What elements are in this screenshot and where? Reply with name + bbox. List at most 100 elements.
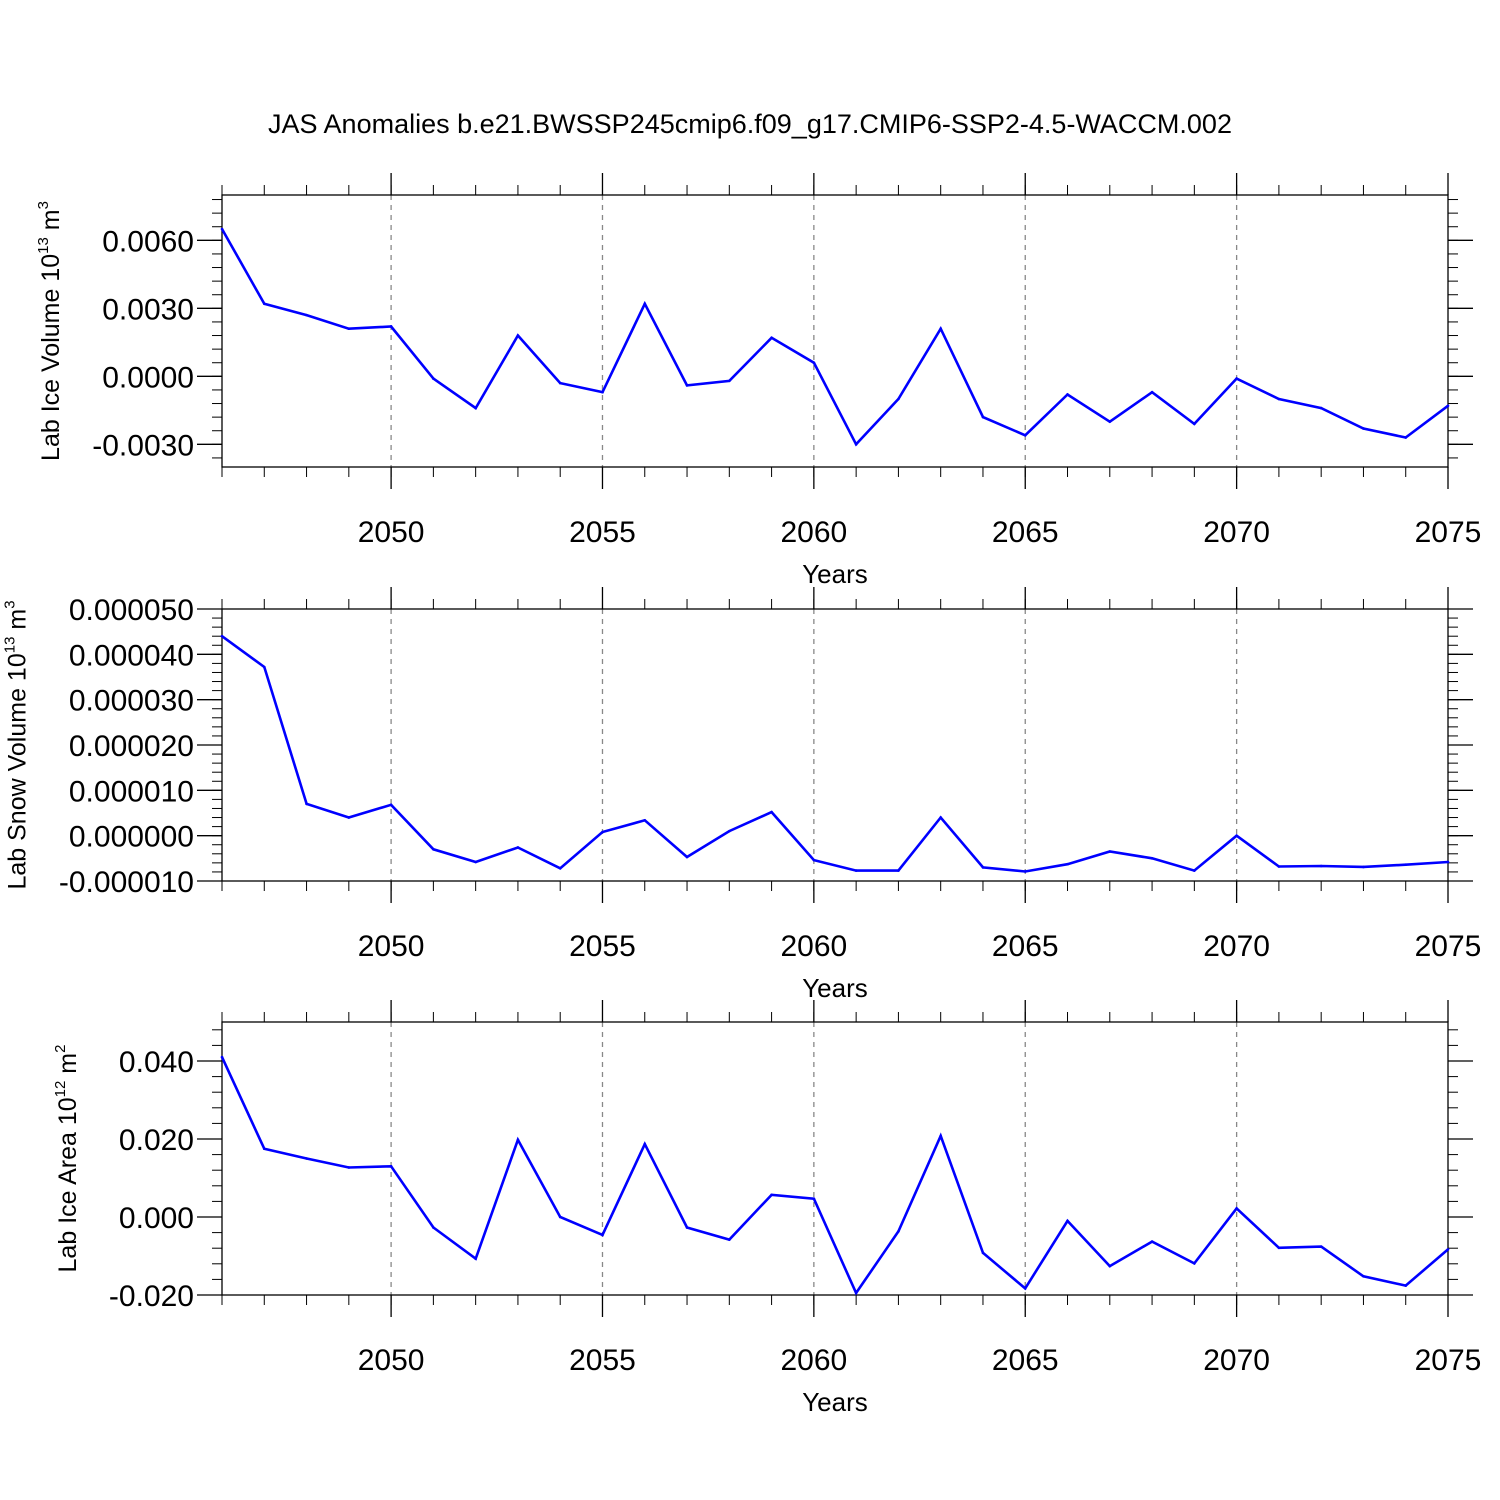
y-axis-label-text: Lab Ice Area 10 — [54, 1097, 82, 1272]
data-point — [1108, 850, 1112, 853]
data-point — [1235, 377, 1238, 380]
data-point — [347, 1166, 351, 1169]
data-point — [854, 1291, 858, 1295]
y-tick-label: 0.000040 — [69, 639, 194, 672]
y-axis-label-unit-exponent: 3 — [35, 201, 52, 209]
y-tick-label: 0.0000 — [102, 361, 194, 394]
data-point — [897, 397, 900, 401]
data-point — [728, 379, 731, 383]
y-axis-label-unit: m — [37, 209, 65, 237]
data-point — [939, 1134, 942, 1138]
x-axis-label: Years — [802, 559, 868, 589]
data-point — [854, 443, 858, 446]
data-point — [432, 847, 435, 851]
panel-3: 2050 2055 2060 2065 2070 2075 -0.020 0.000 0.020… — [52, 1000, 1481, 1417]
data-point — [1235, 1207, 1238, 1210]
data-point — [981, 866, 985, 869]
data-point — [389, 803, 393, 807]
data-point — [1108, 1264, 1112, 1268]
data-point — [1404, 1284, 1408, 1287]
data-point — [685, 384, 689, 387]
data-point — [1446, 404, 1450, 408]
x-tick-label: 2070 — [1203, 516, 1270, 549]
panel-1: 2050 2055 2060 2065 2070 2075 -0.0030 0.0000 0.0… — [35, 173, 1481, 589]
data-point — [262, 302, 266, 306]
data-point — [389, 1165, 393, 1168]
data-point — [1193, 869, 1196, 872]
data-point — [432, 377, 435, 380]
x-tick-label: 2075 — [1415, 930, 1482, 963]
y-tick-label: -0.000010 — [59, 866, 194, 899]
plot-frame — [221, 194, 1449, 468]
y-tick-label: 0.040 — [119, 1046, 194, 1079]
data-point — [305, 313, 308, 317]
data-point — [770, 810, 773, 814]
y-tick-label: 0.0060 — [102, 225, 194, 258]
data-point — [1319, 864, 1323, 868]
y-axis-label-unit: m — [4, 609, 32, 637]
data-point — [558, 1215, 562, 1219]
data-point — [854, 869, 858, 872]
data-point — [1023, 433, 1027, 437]
data-point — [1319, 406, 1323, 410]
data-point — [1362, 1274, 1365, 1278]
data-point — [305, 1157, 308, 1160]
data-point — [897, 869, 900, 872]
x-tick-label: 2050 — [358, 930, 425, 963]
series-line — [220, 1056, 1449, 1296]
data-point — [516, 334, 520, 337]
x-tick-label: 2060 — [780, 930, 847, 963]
data-point — [601, 1233, 604, 1237]
x-tick-label: 2065 — [992, 930, 1059, 963]
data-point — [770, 336, 773, 340]
data-point — [432, 1226, 435, 1229]
x-tick-label: 2065 — [992, 1344, 1059, 1377]
y-tick-label: 0.0030 — [102, 293, 194, 326]
data-point — [685, 1226, 689, 1229]
y-tick-label: 0.000 — [119, 1202, 194, 1235]
y-axis-label-exponent: 12 — [52, 1081, 69, 1098]
y-tick-label: 0.020 — [119, 1124, 194, 1157]
data-point — [812, 1197, 816, 1200]
data-point — [474, 406, 477, 410]
y-axis-label-unit-exponent: 2 — [52, 1045, 69, 1053]
y-axis-label-text: Lab Ice Volume 10 — [37, 254, 65, 461]
data-point — [347, 327, 351, 331]
data-point — [1446, 860, 1450, 864]
y-tick-label: 0.000000 — [69, 821, 194, 854]
x-tick-label: 2060 — [780, 516, 847, 549]
data-point — [601, 830, 604, 834]
data-point — [1150, 390, 1154, 394]
series-line — [221, 635, 1449, 873]
x-tick-label: 2050 — [358, 516, 425, 549]
plot-frame — [221, 1021, 1449, 1296]
data-point — [558, 381, 562, 385]
data-point — [1235, 834, 1238, 837]
data-point — [939, 327, 942, 331]
data-point — [812, 361, 816, 365]
x-tick-label: 2055 — [569, 1344, 636, 1377]
data-point — [1066, 393, 1069, 396]
panel-2: 2050 2055 2060 2065 2070 2075 -0.000010 0.00000… — [2, 587, 1482, 1003]
y-tick-label: 0.000050 — [69, 594, 194, 627]
data-point — [1108, 420, 1112, 423]
data-point — [1362, 427, 1365, 430]
y-tick-label: -0.020 — [109, 1280, 194, 1313]
data-point — [601, 390, 604, 394]
data-point — [516, 846, 520, 849]
x-tick-label: 2070 — [1203, 930, 1270, 963]
data-point — [643, 302, 647, 306]
data-point — [1193, 1262, 1196, 1265]
data-point — [643, 1142, 647, 1146]
x-tick-label: 2075 — [1415, 516, 1482, 549]
data-point — [389, 325, 393, 328]
data-point — [1066, 862, 1069, 866]
data-point — [1066, 1219, 1069, 1223]
data-point — [643, 818, 647, 822]
data-point — [1362, 865, 1365, 869]
y-tick-label: 0.000030 — [69, 685, 194, 718]
x-tick-label: 2055 — [569, 930, 636, 963]
data-point — [1193, 422, 1196, 426]
series-line — [220, 228, 1449, 447]
